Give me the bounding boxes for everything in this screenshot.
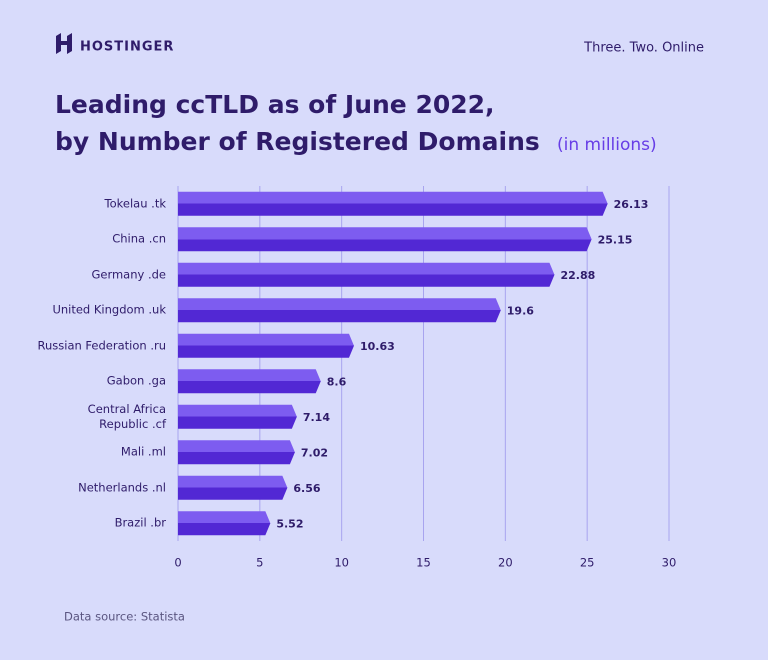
value-label: 8.6 bbox=[327, 375, 347, 388]
chart-title: by Number of Registered Domains bbox=[55, 127, 540, 156]
x-tick-label: 5 bbox=[256, 556, 263, 570]
value-label: 19.6 bbox=[507, 304, 534, 317]
y-tick-label: Mali .ml bbox=[120, 444, 166, 459]
value-label: 26.13 bbox=[614, 198, 649, 211]
bar bbox=[178, 369, 321, 394]
bar bbox=[178, 475, 288, 500]
chart-title: Leading ccTLD as of June 2022, bbox=[55, 90, 495, 119]
chart-subtitle: (in millions) bbox=[557, 135, 657, 155]
brand: HOSTINGER bbox=[80, 40, 174, 55]
bar bbox=[178, 440, 295, 465]
y-tick-label: Germany .de bbox=[91, 267, 166, 282]
value-label: 5.52 bbox=[276, 517, 303, 530]
value-label: 25.15 bbox=[598, 233, 633, 246]
bar bbox=[178, 298, 501, 323]
x-tick-label: 0 bbox=[174, 556, 181, 570]
value-label: 7.14 bbox=[303, 411, 330, 424]
y-tick-label: Gabon .ga bbox=[106, 373, 166, 388]
y-tick-label: Russian Federation .ru bbox=[37, 338, 167, 353]
y-tick-label: Netherlands .nl bbox=[78, 480, 166, 495]
bar bbox=[178, 511, 271, 536]
x-tick-label: 20 bbox=[498, 556, 513, 570]
bar bbox=[178, 227, 592, 252]
source: Data source: Statista bbox=[64, 610, 185, 624]
y-tick-label: Tokelau .tk bbox=[104, 196, 166, 211]
y-tick-label: United Kingdom .uk bbox=[52, 302, 166, 317]
value-label: 10.63 bbox=[360, 340, 395, 353]
bar bbox=[178, 404, 297, 429]
y-tick-label: Brazil .br bbox=[114, 515, 166, 530]
logo bbox=[56, 33, 72, 54]
bar bbox=[178, 262, 555, 287]
bar bbox=[178, 191, 608, 216]
x-tick-label: 30 bbox=[662, 556, 677, 570]
x-tick-label: 25 bbox=[580, 556, 595, 570]
y-tick-label: Central Africa Republic .cf bbox=[87, 401, 166, 431]
x-tick-label: 15 bbox=[416, 556, 431, 570]
bar bbox=[178, 333, 354, 358]
value-label: 7.02 bbox=[301, 446, 328, 459]
x-tick-label: 10 bbox=[334, 556, 349, 570]
value-label: 22.88 bbox=[560, 269, 595, 282]
tagline: Three. Two. Online bbox=[583, 41, 704, 56]
value-label: 6.56 bbox=[293, 482, 320, 495]
y-tick-label: China .cn bbox=[112, 231, 166, 246]
